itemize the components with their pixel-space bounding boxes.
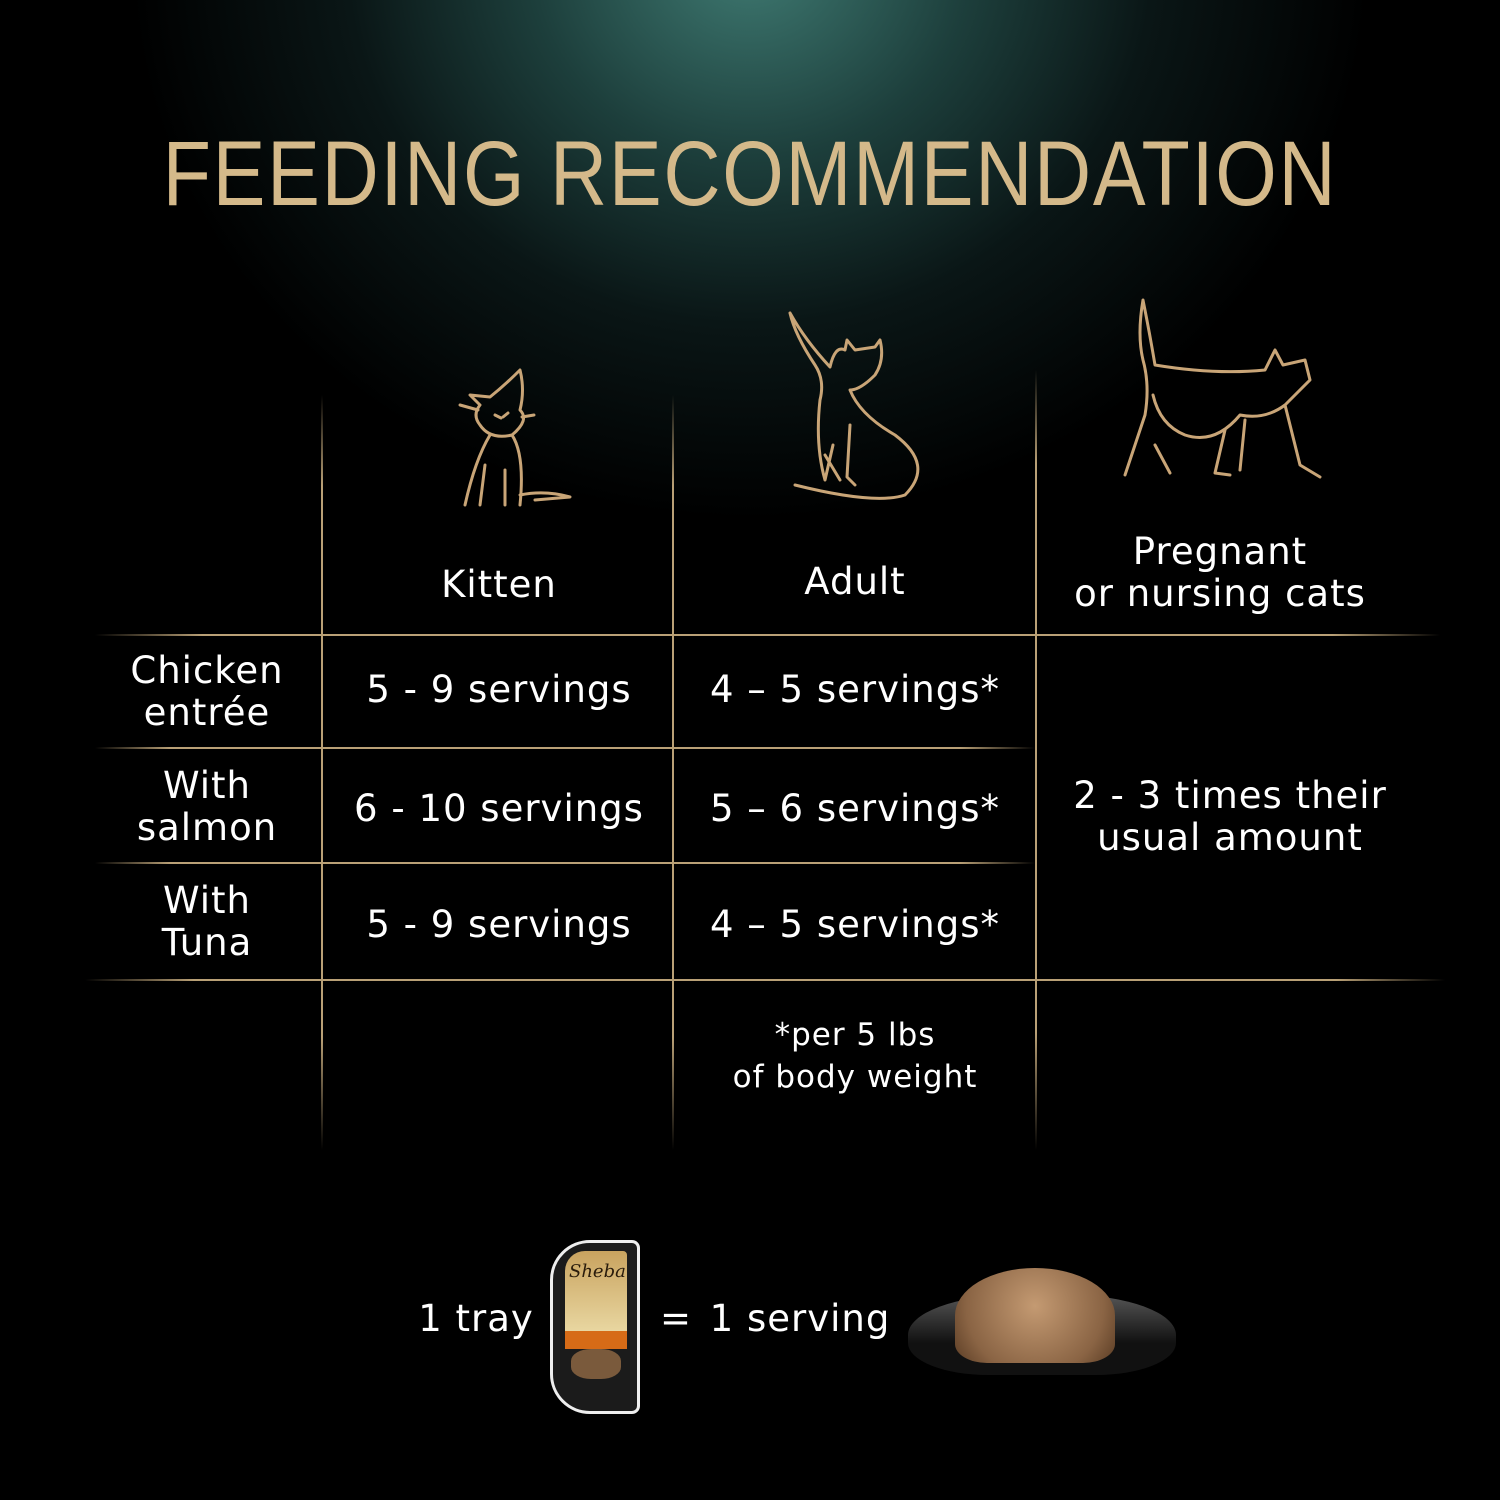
cell-adult: 4 – 5 servings* [709, 903, 1001, 946]
row-label-tuna: With [162, 879, 252, 922]
grid-divider [321, 395, 323, 1150]
grid-divider [672, 395, 674, 1150]
grid-divider [85, 979, 1445, 981]
cell-pregnant: 2 - 3 times their [1073, 774, 1387, 817]
grid-divider [95, 634, 1440, 636]
serving-label: 1 serving [709, 1297, 891, 1340]
kitten-icon [458, 368, 572, 507]
adult-cat-icon [788, 311, 920, 500]
grid-divider [95, 862, 1035, 864]
footnote: *per 5 lbs [774, 1017, 936, 1053]
cell-adult: 5 – 6 servings* [709, 787, 1001, 830]
row-label-salmon: With [162, 764, 252, 807]
cell-adult: 4 – 5 servings* [709, 668, 1001, 711]
row-label-salmon: salmon [136, 806, 278, 849]
tray-image: Sheba [550, 1240, 640, 1414]
column-header-pregnant: or nursing cats [1074, 572, 1366, 615]
row-label-chicken: entrée [143, 691, 271, 734]
footnote: of body weight [732, 1059, 978, 1095]
row-label-chicken: Chicken [130, 649, 284, 692]
cell-kitten: 6 - 10 servings [354, 787, 644, 830]
cell-pregnant: usual amount [1097, 816, 1363, 859]
brand-logo: Sheba [569, 1261, 626, 1282]
grid-divider [95, 747, 1035, 749]
row-label-tuna: Tuna [161, 921, 253, 964]
food-image [955, 1268, 1115, 1363]
cell-kitten: 5 - 9 servings [366, 903, 632, 946]
tray-label: 1 tray [418, 1297, 534, 1340]
page-title: FEEDING RECOMMENDATION [162, 123, 1338, 225]
column-header-pregnant: Pregnant [1132, 530, 1308, 573]
grid-divider [1035, 370, 1037, 1150]
cell-kitten: 5 - 9 servings [366, 668, 632, 711]
column-header-adult: Adult [804, 560, 906, 603]
pregnant-cat-icon [1123, 298, 1322, 479]
column-header-kitten: Kitten [441, 563, 557, 606]
equals-sign: = [659, 1297, 693, 1340]
